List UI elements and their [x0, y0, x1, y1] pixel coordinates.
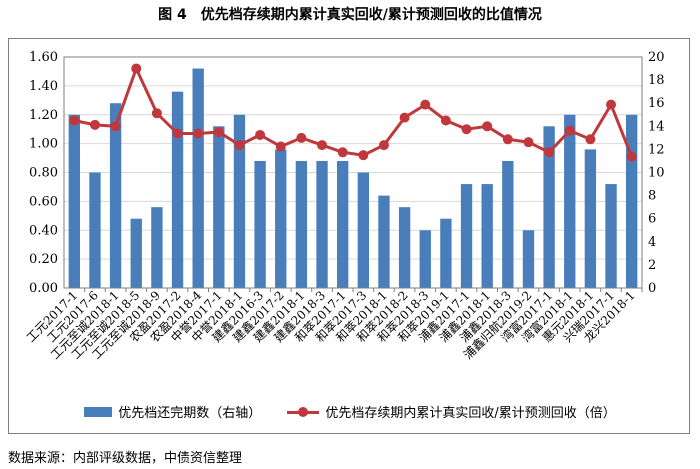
bar: [130, 218, 142, 288]
line-point: [626, 151, 637, 162]
line-point: [255, 129, 266, 140]
chart-legend: 优先档还完期数（右轴） 优先档存续期内累计真实回收/累计预测回收（倍）: [0, 402, 700, 421]
line-point: [151, 108, 162, 119]
line-point: [523, 137, 534, 148]
legend-item-line: 优先档存续期内累计真实回收/累计预测回收（倍）: [287, 402, 616, 421]
right-axis-tick-label: 10: [648, 166, 665, 181]
left-axis-tick-label: 1.60: [29, 50, 58, 65]
legend-bar-label: 优先档还完期数（右轴）: [118, 406, 262, 421]
bar: [522, 230, 535, 288]
line-point: [213, 127, 224, 138]
right-axis-tick-label: 14: [648, 119, 665, 134]
figure-number: 图 4: [158, 7, 187, 23]
bar: [68, 114, 80, 288]
bar: [502, 160, 514, 288]
bar: [151, 207, 163, 288]
bar: [357, 172, 369, 288]
line-point: [317, 140, 328, 151]
line-point: [399, 112, 410, 123]
data-source-note: 数据来源：内部评级数据，中债资信整理: [8, 451, 243, 466]
bar: [171, 91, 184, 289]
line-point: [420, 99, 431, 110]
left-axis-tick-label: 0.60: [29, 194, 58, 209]
line-point: [585, 134, 596, 145]
line-point: [296, 132, 307, 143]
chart-frame: [8, 38, 690, 434]
right-axis-tick-label: 2: [648, 258, 656, 273]
bar: [584, 149, 597, 288]
bar: [460, 184, 473, 288]
bar: [419, 230, 431, 288]
left-axis-tick-label: 1.20: [29, 108, 58, 123]
line-point: [502, 134, 513, 145]
legend-line-label: 优先档存续期内累计真实回收/累计预测回收（倍）: [325, 406, 616, 421]
bar: [233, 114, 246, 288]
line-point: [482, 121, 493, 132]
bar: [440, 218, 452, 288]
bar: [605, 184, 617, 288]
line-point: [358, 150, 369, 161]
left-axis-tick-label: 1.00: [29, 137, 58, 152]
line-point: [275, 141, 286, 152]
bar: [295, 160, 308, 288]
line-point: [234, 140, 245, 151]
bar: [564, 114, 576, 288]
bar: [481, 184, 493, 288]
line-point: [440, 115, 451, 126]
figure-title: 图 4 优先档存续期内累计真实回收/累计预测回收的比值情况: [0, 4, 700, 24]
right-axis-tick-label: 4: [648, 235, 656, 250]
left-axis-tick-label: 0.40: [29, 223, 58, 238]
right-axis-tick-label: 6: [648, 212, 656, 227]
line-point: [606, 99, 617, 110]
bar: [543, 126, 555, 288]
bar: [626, 114, 638, 288]
line-point: [461, 124, 472, 135]
line-point: [110, 121, 121, 132]
line-point: [89, 119, 100, 130]
line-point: [193, 128, 204, 139]
bar: [337, 160, 349, 288]
left-axis-tick-label: 0.80: [29, 166, 58, 181]
right-axis-tick-label: 8: [648, 189, 656, 204]
bar: [275, 149, 287, 288]
bar: [254, 160, 266, 288]
bar: [378, 195, 390, 288]
left-axis-tick-label: 0.20: [29, 252, 58, 267]
ratio-line: [74, 64, 634, 158]
bar: [89, 172, 101, 288]
bar: [398, 207, 411, 288]
line-point: [544, 147, 555, 158]
legend-bar-swatch: [84, 406, 113, 417]
right-axis-tick-label: 18: [648, 73, 665, 88]
line-point: [337, 147, 348, 158]
left-axis-tick-label: 1.40: [29, 79, 58, 94]
bar: [192, 68, 204, 288]
line-point: [172, 128, 183, 139]
right-axis-tick-label: 12: [648, 142, 665, 157]
legend-line-swatch: [287, 406, 320, 417]
line-point: [378, 140, 389, 151]
legend-item-bar: 优先档还完期数（右轴）: [84, 402, 261, 421]
line-point: [69, 115, 80, 126]
bar: [213, 126, 225, 288]
line-point: [131, 63, 142, 74]
right-axis-tick-label: 20: [648, 50, 665, 65]
bar: [316, 160, 328, 288]
left-axis-tick-label: 0.00: [29, 281, 58, 296]
bar: [109, 103, 122, 288]
line-point: [564, 125, 575, 136]
figure-title-text: 优先档存续期内累计真实回收/累计预测回收的比值情况: [200, 7, 542, 23]
right-axis-tick-label: 0: [648, 281, 656, 296]
right-axis-tick-label: 16: [648, 96, 665, 111]
